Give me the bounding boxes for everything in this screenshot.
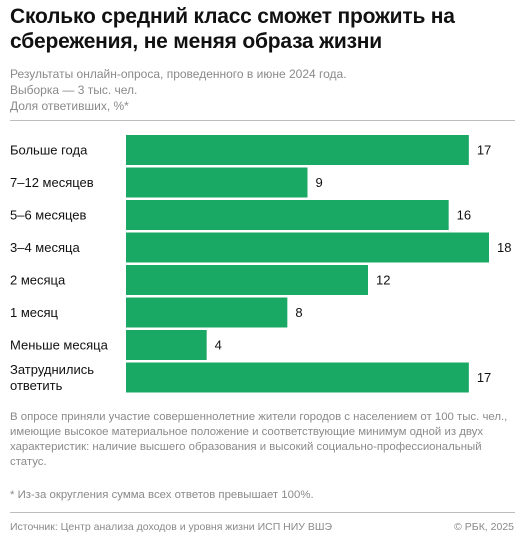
bar (126, 362, 469, 393)
category-label: 1 месяц (10, 305, 59, 320)
chart-top-divider (10, 120, 515, 121)
category-label: 2 месяца (10, 273, 66, 288)
bar-chart: Больше года 17 7–12 месяцев 9 5–6 месяцев 16 3… (10, 135, 511, 393)
bar (126, 232, 489, 263)
footer-divider (10, 512, 515, 513)
bar (126, 330, 207, 360)
category-label: Меньше месяца (10, 338, 109, 353)
bar (126, 167, 308, 198)
category-label: 3–4 месяца (10, 240, 80, 255)
value-label: 4 (215, 338, 222, 353)
copyright: © РБК, 2025 (454, 521, 514, 533)
value-label: 17 (477, 143, 491, 158)
value-label: 18 (497, 240, 511, 255)
bar (126, 297, 288, 328)
bar (126, 135, 469, 165)
value-label: 8 (295, 305, 302, 320)
chart-subtitle: Результаты онлайн-опроса, проведенного в… (10, 66, 515, 114)
value-label: 12 (376, 273, 390, 288)
value-label: 17 (477, 370, 491, 385)
category-label: Затруднились ответить (10, 362, 94, 393)
subtitle-line: Результаты онлайн-опроса, проведенного в… (10, 67, 347, 81)
source-credit: Источник: Центр анализа доходов и уровня… (10, 521, 333, 533)
chart-title: Сколько средний класс сможет прожить на … (10, 5, 455, 53)
category-label: Больше года (10, 143, 88, 158)
category-label: 7–12 месяцев (10, 175, 94, 190)
survey-note: В опросе приняли участие совершеннолетни… (10, 411, 508, 468)
bar (126, 200, 449, 230)
category-label: 5–6 месяцев (10, 208, 87, 223)
bar (126, 265, 368, 295)
subtitle-line: Доля ответивших, %* (10, 99, 129, 113)
subtitle-line: Выборка — 3 тыс. чел. (10, 83, 138, 97)
value-label: 16 (457, 208, 471, 223)
footnote: * Из-за округления сумма всех ответов пр… (10, 489, 314, 501)
value-label: 9 (316, 175, 323, 190)
